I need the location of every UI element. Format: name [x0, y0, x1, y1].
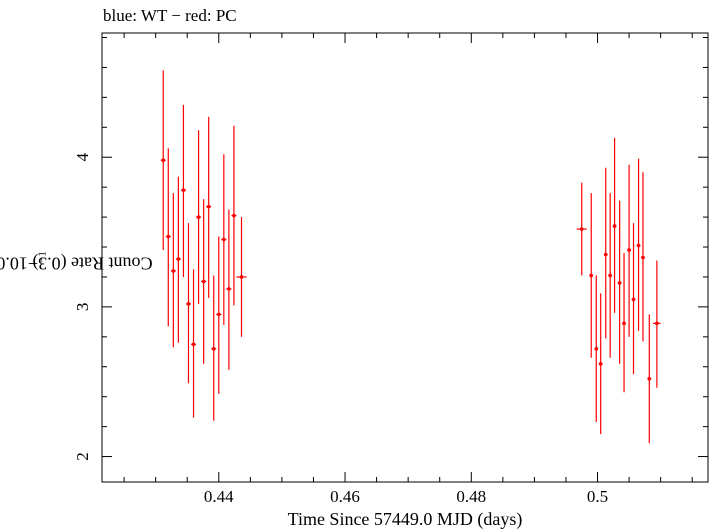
tick-labels: 0.44 0.46 0.48 0.5 2 3 4 [73, 152, 608, 506]
point-marker [196, 215, 201, 219]
data-point [653, 260, 661, 388]
data-point [165, 148, 171, 327]
data-point [641, 172, 645, 342]
y-tick-label: 3 [73, 303, 92, 312]
data-point [180, 104, 186, 277]
point-marker [617, 281, 622, 285]
y-axis-label-text: Count Rate (0.3−10.0 keV)(cts s [0, 253, 153, 274]
y-axis-label-close: ) [32, 253, 39, 274]
x-tick-label: 0.46 [330, 487, 360, 506]
point-marker [594, 346, 599, 351]
data-point [631, 223, 636, 375]
point-marker [589, 273, 594, 278]
data-point [617, 200, 622, 364]
point-marker [181, 188, 186, 192]
point-marker [641, 255, 645, 260]
point-marker [232, 213, 236, 218]
y-tick-label: 4 [73, 152, 92, 161]
point-marker [166, 234, 171, 239]
point-marker [201, 279, 206, 284]
data-marks [160, 70, 661, 444]
point-marker [612, 224, 617, 228]
data-point [160, 70, 166, 251]
point-marker [603, 252, 608, 257]
data-point [589, 193, 594, 358]
y-tick-label: 2 [73, 452, 92, 461]
x-tick-label: 0.44 [204, 487, 234, 506]
data-point [196, 130, 202, 304]
data-point [206, 116, 212, 298]
data-point [236, 217, 247, 337]
data-point [175, 176, 181, 343]
plot-frame [101, 32, 709, 483]
data-point [608, 193, 613, 358]
point-marker [627, 248, 631, 252]
data-point [211, 275, 217, 421]
data-point [221, 154, 227, 325]
x-axis-label: Time Since 57449.0 MJD (days) [287, 509, 523, 529]
data-point [191, 269, 197, 418]
data-point [636, 158, 641, 331]
point-marker [631, 297, 636, 302]
point-marker [216, 312, 221, 317]
y-axis-label: Count Rate (0.3−10.0 keV)(cts s−1) [0, 251, 153, 273]
point-marker [239, 275, 244, 279]
data-point [603, 167, 608, 339]
data-point [622, 253, 626, 393]
point-marker [655, 321, 659, 326]
data-point [627, 164, 631, 337]
data-point [170, 193, 176, 348]
data-point [594, 275, 599, 423]
point-marker [636, 243, 641, 248]
data-point [576, 182, 587, 276]
point-marker [622, 321, 626, 326]
axis-ticks [102, 33, 708, 482]
point-marker [222, 237, 226, 242]
data-point [201, 199, 207, 364]
data-point [216, 236, 222, 394]
point-marker [598, 361, 603, 366]
point-marker [211, 346, 216, 351]
data-point [231, 125, 237, 306]
point-marker [647, 376, 652, 381]
data-point [598, 293, 603, 435]
x-tick-label: 0.48 [456, 487, 486, 506]
point-marker [186, 302, 191, 306]
point-marker [608, 273, 612, 278]
point-marker [176, 257, 181, 261]
data-point [612, 137, 617, 313]
point-marker [161, 158, 166, 163]
data-point [226, 209, 232, 370]
point-marker [171, 269, 176, 273]
point-marker [206, 204, 211, 209]
data-point [647, 314, 652, 444]
x-tick-label: 0.5 [587, 487, 608, 506]
chart-title: blue: WT − red: PC [103, 6, 237, 25]
point-marker [579, 227, 584, 231]
point-marker [227, 287, 231, 291]
data-point [185, 223, 192, 384]
point-marker [191, 342, 196, 347]
